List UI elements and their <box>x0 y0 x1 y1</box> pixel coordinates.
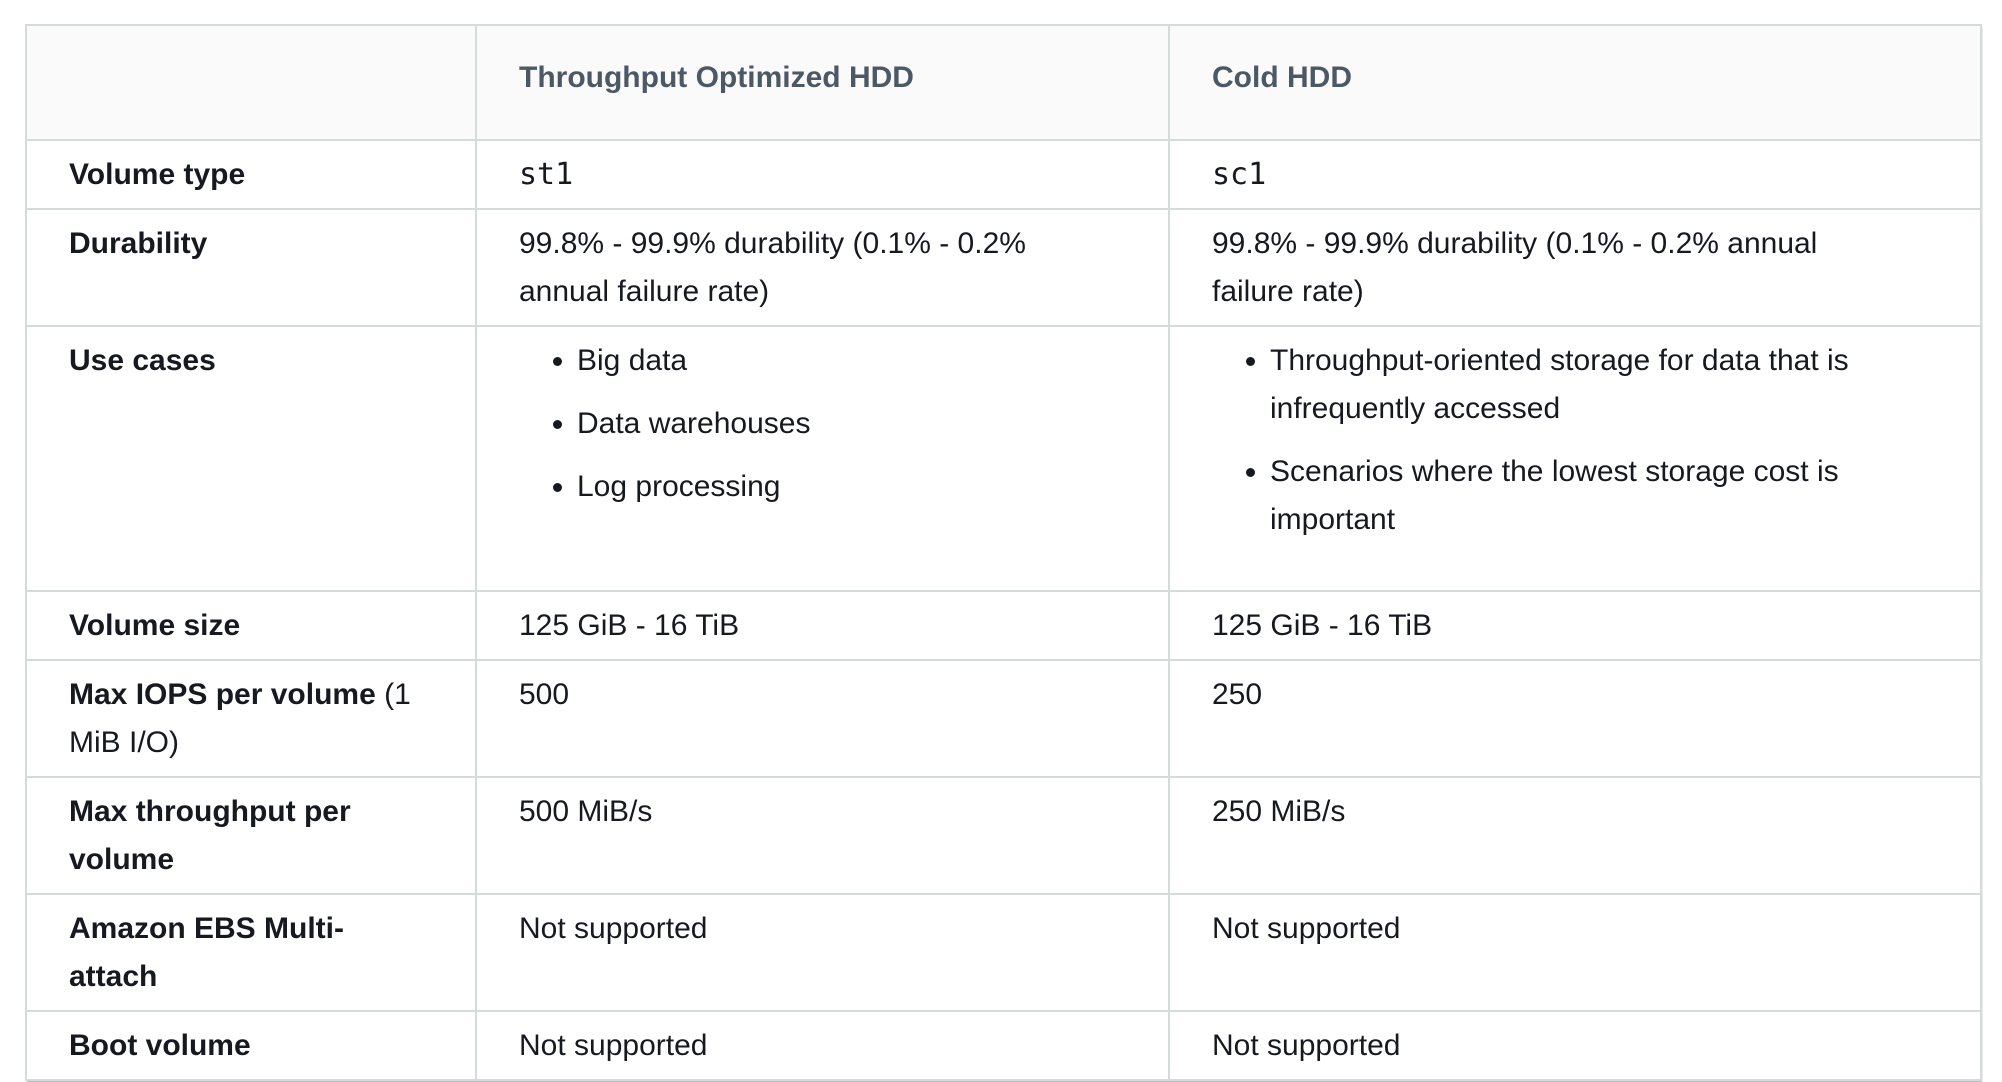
column-header-cold-hdd: Cold HDD <box>1168 24 1982 141</box>
row-max-iops: Max IOPS per volume (1 MiB I/O) 500 250 <box>25 659 1982 778</box>
row-label-plain-part: (1 MiB I/O) <box>69 678 411 759</box>
row-label-text: Amazon EBS Multi-attach <box>69 912 344 993</box>
row-boot-volume: Boot volume Not supported Not supported <box>25 1010 1982 1081</box>
cell-st1-use-cases: Big data Data warehouses Log processing <box>475 325 1170 592</box>
code-st1: st1 <box>519 157 574 192</box>
use-cases-list-st1: Big data Data warehouses Log processing <box>519 337 1126 511</box>
cell-sc1-multi-attach: Not supported <box>1168 893 1982 1012</box>
code-sc1: sc1 <box>1212 157 1267 192</box>
cell-st1-max-iops: 500 <box>475 659 1170 778</box>
cell-st1-durability: 99.8% - 99.9% durability (0.1% - 0.2% an… <box>475 208 1170 327</box>
cell-sc1-durability: 99.8% - 99.9% durability (0.1% - 0.2% an… <box>1168 208 1982 327</box>
use-case-item: Big data <box>577 337 1126 385</box>
cell-value: 99.8% - 99.9% durability (0.1% - 0.2% an… <box>1212 227 1818 308</box>
row-label-volume-size: Volume size <box>25 590 477 661</box>
cell-value: 250 <box>1212 678 1263 711</box>
use-cases-list-sc1: Throughput-oriented storage for data tha… <box>1212 337 1938 544</box>
use-case-item: Scenarios where the lowest storage cost … <box>1270 448 1938 544</box>
row-label-max-iops: Max IOPS per volume (1 MiB I/O) <box>25 659 477 778</box>
row-max-throughput: Max throughput per volume 500 MiB/s 250 … <box>25 776 1982 895</box>
cell-value: Not supported <box>1212 1029 1401 1062</box>
cell-value: 500 <box>519 678 570 711</box>
use-case-item: Throughput-oriented storage for data tha… <box>1270 337 1938 433</box>
row-label-durability: Durability <box>25 208 477 327</box>
table-header: Throughput Optimized HDD Cold HDD <box>25 24 1982 141</box>
row-label-text: Volume type <box>69 158 246 191</box>
row-label-text: Boot volume <box>69 1029 251 1062</box>
use-case-item: Log processing <box>577 463 1126 511</box>
row-label-boot-volume: Boot volume <box>25 1010 477 1081</box>
column-header-throughput-optimized-hdd: Throughput Optimized HDD <box>475 24 1170 141</box>
row-volume-size: Volume size 125 GiB - 16 TiB 125 GiB - 1… <box>25 590 1982 661</box>
row-durability: Durability 99.8% - 99.9% durability (0.1… <box>25 208 1982 327</box>
row-label-text: Use cases <box>69 344 216 377</box>
row-label-max-throughput: Max throughput per volume <box>25 776 477 895</box>
row-label-text: Volume size <box>69 609 241 642</box>
row-label-volume-type: Volume type <box>25 139 477 210</box>
cell-st1-max-throughput: 500 MiB/s <box>475 776 1170 895</box>
use-case-item: Data warehouses <box>577 400 1126 448</box>
row-label-multi-attach: Amazon EBS Multi-attach <box>25 893 477 1012</box>
row-label-text: Max throughput per volume <box>69 795 351 876</box>
cell-value: Not supported <box>519 912 708 945</box>
row-use-cases: Use cases Big data Data warehouses Log p… <box>25 325 1982 592</box>
row-volume-type: Volume type st1 sc1 <box>25 139 1982 210</box>
row-label-text: Max IOPS per volume (1 MiB I/O) <box>69 671 425 767</box>
cell-sc1-use-cases: Throughput-oriented storage for data tha… <box>1168 325 1982 592</box>
cell-value: 125 GiB - 16 TiB <box>1212 609 1433 642</box>
cell-st1-volume-type: st1 <box>475 139 1170 210</box>
table-header-row: Throughput Optimized HDD Cold HDD <box>25 24 1982 141</box>
row-multi-attach: Amazon EBS Multi-attach Not supported No… <box>25 893 1982 1012</box>
cell-st1-multi-attach: Not supported <box>475 893 1170 1012</box>
cell-sc1-volume-type: sc1 <box>1168 139 1982 210</box>
volume-comparison-table: Throughput Optimized HDD Cold HDD Volume… <box>25 24 1982 1081</box>
cell-value: 250 MiB/s <box>1212 795 1346 828</box>
column-header-blank <box>25 24 477 141</box>
row-label-text: Durability <box>69 227 208 260</box>
row-label-use-cases: Use cases <box>25 325 477 592</box>
cell-sc1-volume-size: 125 GiB - 16 TiB <box>1168 590 1982 661</box>
row-label-bold-part: Max IOPS per volume <box>69 678 376 711</box>
cell-value: 500 MiB/s <box>519 795 653 828</box>
cell-value: Not supported <box>1212 912 1401 945</box>
cell-sc1-max-iops: 250 <box>1168 659 1982 778</box>
cell-value: 99.8% - 99.9% durability (0.1% - 0.2% an… <box>519 227 1026 308</box>
cell-sc1-max-throughput: 250 MiB/s <box>1168 776 1982 895</box>
cell-st1-volume-size: 125 GiB - 16 TiB <box>475 590 1170 661</box>
cell-st1-boot-volume: Not supported <box>475 1010 1170 1081</box>
cell-sc1-boot-volume: Not supported <box>1168 1010 1982 1081</box>
cell-value: 125 GiB - 16 TiB <box>519 609 740 642</box>
cell-value: Not supported <box>519 1029 708 1062</box>
